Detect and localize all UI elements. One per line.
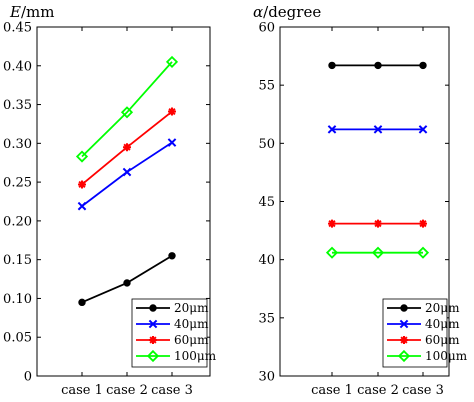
y-tick-label: 0.20 — [3, 214, 32, 229]
legend-label: 100μm — [174, 349, 217, 363]
y-tick-label: 50 — [258, 137, 275, 152]
data-point — [374, 61, 382, 70]
data-point — [325, 246, 339, 259]
data-point — [78, 180, 86, 189]
legend-marker — [149, 336, 157, 344]
data-point — [328, 219, 336, 228]
data-point — [419, 219, 427, 228]
data-point — [168, 252, 176, 260]
y-tick-label: 60 — [258, 21, 275, 36]
data-point — [327, 125, 337, 134]
data-point — [371, 246, 385, 259]
data-point — [123, 279, 131, 287]
data-point — [120, 106, 134, 119]
data-point — [418, 125, 428, 134]
data-point — [78, 298, 86, 307]
data-point — [373, 125, 383, 134]
legend-label: 100μm — [425, 349, 468, 363]
y-axis-unit: /degree — [263, 3, 321, 21]
data-point — [416, 246, 430, 259]
data-point — [328, 61, 336, 70]
legend-marker — [146, 349, 160, 363]
data-point — [77, 201, 87, 211]
y-tick-label: 0.30 — [3, 137, 32, 152]
data-point — [75, 150, 89, 163]
y-axis-variable: E — [9, 3, 21, 21]
legend-marker — [400, 304, 408, 312]
y-tick-label: 45 — [258, 195, 275, 210]
x-tick-label: case 2 — [106, 383, 148, 398]
right-chart: α/degree 30 35 40 45 50 55 60 case 1 case 2 case 3… — [253, 3, 468, 398]
data-point — [168, 107, 176, 116]
x-tick-label: case 1 — [311, 383, 353, 398]
legend-marker — [399, 319, 409, 329]
y-tick-label: 30 — [258, 370, 275, 385]
y-tick-label: 0.35 — [3, 98, 32, 113]
x-tick-label: case 1 — [61, 383, 103, 398]
x-tick-label: case 2 — [357, 383, 399, 398]
y-tick-label: 55 — [258, 79, 275, 94]
data-point — [419, 61, 427, 70]
series-line — [81, 61, 173, 158]
left-chart: E/mm 0 0.05 0.10 0.15 0.20 0.25 0.30 0.35 0.40 0.4… — [3, 3, 217, 398]
data-point — [122, 167, 132, 177]
legend-label: 20μm — [425, 301, 460, 315]
legend-label: 40μm — [425, 317, 460, 331]
data-point — [167, 138, 177, 147]
y-tick-label: 40 — [258, 253, 275, 268]
legend-label: 40μm — [174, 317, 209, 331]
data-point — [123, 143, 131, 152]
y-tick-label: 0.15 — [3, 253, 32, 268]
x-tick-label: case 3 — [151, 383, 193, 398]
y-tick-label: 35 — [258, 311, 275, 326]
legend-marker — [149, 304, 157, 312]
data-point — [374, 219, 382, 228]
y-tick-label: 0.40 — [3, 59, 32, 74]
data-point — [165, 55, 179, 68]
plot-frame — [36, 26, 211, 377]
y-axis-unit: /mm — [21, 3, 55, 21]
legend-marker — [400, 336, 408, 344]
legend-label: 60μm — [425, 333, 460, 347]
y-axis-variable: α — [253, 3, 263, 21]
legend-label: 20μm — [174, 301, 209, 315]
y-tick-label: 0 — [24, 370, 32, 385]
y-tick-label: 0.10 — [3, 292, 32, 307]
x-tick-label: case 3 — [402, 383, 444, 398]
y-axis-title: α/degree — [253, 3, 321, 21]
y-axis-title: E/mm — [9, 3, 54, 21]
y-tick-label: 0.05 — [3, 331, 32, 346]
legend-marker — [397, 349, 411, 363]
y-tick-label: 0.45 — [3, 21, 32, 36]
y-tick-label: 0.25 — [3, 176, 32, 191]
legend-label: 60μm — [174, 333, 209, 347]
legend-marker — [148, 319, 158, 329]
series-line — [81, 255, 173, 304]
